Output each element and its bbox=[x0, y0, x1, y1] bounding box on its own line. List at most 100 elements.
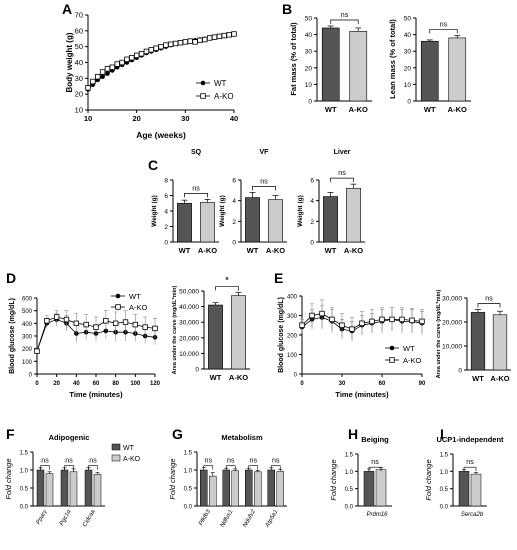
chart-title: Liver bbox=[334, 149, 351, 156]
legend-marker-WT bbox=[200, 80, 206, 86]
bar-A-KO-Cidcaa bbox=[93, 474, 102, 507]
y-tick-label: 1.0 bbox=[20, 469, 29, 475]
y-tick-label: 40,000 bbox=[179, 304, 199, 311]
legend-marker-A-KO bbox=[389, 357, 395, 363]
y-tick-label: 20 bbox=[404, 65, 412, 72]
significance-bracket bbox=[477, 303, 501, 308]
point-A-KO bbox=[143, 48, 150, 55]
y-axis-label: Area under the curve (mg/dL*min) bbox=[436, 290, 442, 379]
bar-A-KO bbox=[200, 202, 215, 243]
y-tick-label: 300 bbox=[287, 314, 298, 320]
point-A-KO bbox=[124, 56, 130, 63]
significance-bracket bbox=[270, 465, 281, 470]
legend-swatch-WT bbox=[111, 443, 121, 451]
y-axis-label: Fold change bbox=[329, 459, 338, 500]
legend-marker-A-KO bbox=[200, 93, 206, 99]
significance-bracket bbox=[429, 29, 458, 34]
y-tick-label: 400 bbox=[22, 322, 33, 328]
point-WT bbox=[100, 74, 105, 80]
y-tick-label: 1.5 bbox=[440, 453, 449, 459]
legend-label: WT bbox=[123, 445, 135, 452]
y-tick-label: 0.5 bbox=[20, 487, 29, 493]
x-tick-label: 90 bbox=[419, 381, 426, 387]
x-tick-label: Serca2b bbox=[461, 512, 484, 518]
point-A-KO bbox=[202, 36, 208, 43]
y-tick-label: 4 bbox=[164, 209, 168, 216]
point-A-KO bbox=[168, 41, 174, 47]
bar-WT-Pgc1α bbox=[60, 469, 69, 507]
y-tick-label: 10 bbox=[404, 82, 412, 89]
bar-WT-Cidcaa bbox=[84, 469, 93, 507]
x-tick-label: 100 bbox=[130, 381, 141, 387]
y-axis-label: Fold change bbox=[168, 458, 177, 499]
y-tick-label: 0 bbox=[308, 99, 312, 106]
legend-label: WT bbox=[403, 344, 415, 353]
x-tick-label: WT bbox=[179, 246, 191, 255]
y-tick-label: 8 bbox=[164, 178, 168, 185]
x-tick-label: Pfkfb3 bbox=[198, 508, 212, 526]
x-tick-label: A-KO bbox=[349, 105, 368, 114]
significance-label: ns bbox=[250, 458, 258, 465]
panel-letter: D bbox=[6, 270, 16, 286]
x-tick-label: A-KO bbox=[198, 246, 217, 255]
bar-A-KO-Pgc1α bbox=[69, 471, 78, 507]
bar-WT-Serca2b bbox=[458, 471, 470, 507]
y-tick-label: 0.0 bbox=[345, 505, 354, 511]
point-A-KO bbox=[112, 320, 119, 327]
y-axis-label: Fold change bbox=[424, 459, 433, 500]
point-A-KO bbox=[114, 61, 120, 67]
y-tick-label: 2 bbox=[164, 224, 168, 231]
y-tick-label: 1.5 bbox=[20, 451, 29, 457]
point-A-KO bbox=[133, 52, 140, 59]
y-axis-label: Weight (g) bbox=[297, 195, 304, 227]
point-A-KO bbox=[192, 39, 198, 45]
y-tick-label: 0.5 bbox=[440, 487, 449, 493]
point-A-KO bbox=[309, 312, 315, 319]
y-tick-label: 20 bbox=[75, 90, 83, 99]
significance-label: ns bbox=[485, 296, 493, 303]
x-tick-label: 10 bbox=[84, 114, 92, 123]
panel-letter: C bbox=[148, 157, 158, 173]
y-axis-label: Weight (g) bbox=[219, 195, 226, 227]
bar-WT bbox=[470, 312, 486, 371]
bar-WT bbox=[208, 304, 223, 370]
series-line-A-KO bbox=[87, 33, 235, 89]
significance-bracket bbox=[252, 186, 276, 191]
point-A-KO bbox=[231, 31, 237, 37]
y-tick-label: 50,000 bbox=[179, 289, 199, 296]
y-axis-label: Weight (g) bbox=[151, 195, 158, 227]
bar-A-KO-Pparγ bbox=[45, 473, 54, 507]
y-tick-label: 200 bbox=[22, 347, 33, 353]
significance-bracket bbox=[203, 465, 214, 470]
point-A-KO bbox=[187, 38, 193, 44]
point-A-KO bbox=[138, 51, 145, 57]
y-tick-label: 0.5 bbox=[345, 487, 354, 493]
y-tick-label: 40 bbox=[305, 32, 313, 39]
panel-letter: E bbox=[274, 270, 283, 286]
significance-bracket bbox=[64, 465, 74, 470]
x-tick-label: A-KO bbox=[344, 246, 363, 255]
x-tick-label: Ndfus1 bbox=[220, 509, 235, 528]
panel-letter: I bbox=[440, 426, 444, 442]
x-tick-label: A-KO bbox=[266, 246, 285, 255]
legend-swatch-A-KO bbox=[111, 454, 121, 462]
y-tick-label: 0 bbox=[294, 373, 298, 379]
point-A-KO bbox=[93, 324, 99, 330]
significance-label: ns bbox=[227, 458, 235, 465]
point-A-KO bbox=[389, 316, 395, 323]
point-A-KO bbox=[409, 317, 415, 324]
y-tick-label: 70 bbox=[75, 11, 83, 20]
panel-letter: H bbox=[348, 426, 358, 442]
point-A-KO bbox=[177, 40, 184, 46]
point-A-KO bbox=[329, 316, 335, 323]
y-tick-label: 50 bbox=[404, 16, 412, 23]
x-axis-label: Time (minutes) bbox=[335, 390, 389, 399]
y-tick-label: 0 bbox=[310, 240, 314, 247]
bar-WT-Ndufv2 bbox=[245, 469, 253, 507]
x-tick-label: WT bbox=[472, 374, 484, 383]
y-axis-label: Fat mass (% of total) bbox=[289, 22, 298, 96]
point-A-KO bbox=[90, 78, 96, 85]
y-tick-label: 10 bbox=[75, 106, 83, 115]
y-tick-label: 600 bbox=[22, 297, 33, 303]
y-tick-label: 0.0 bbox=[20, 505, 29, 511]
